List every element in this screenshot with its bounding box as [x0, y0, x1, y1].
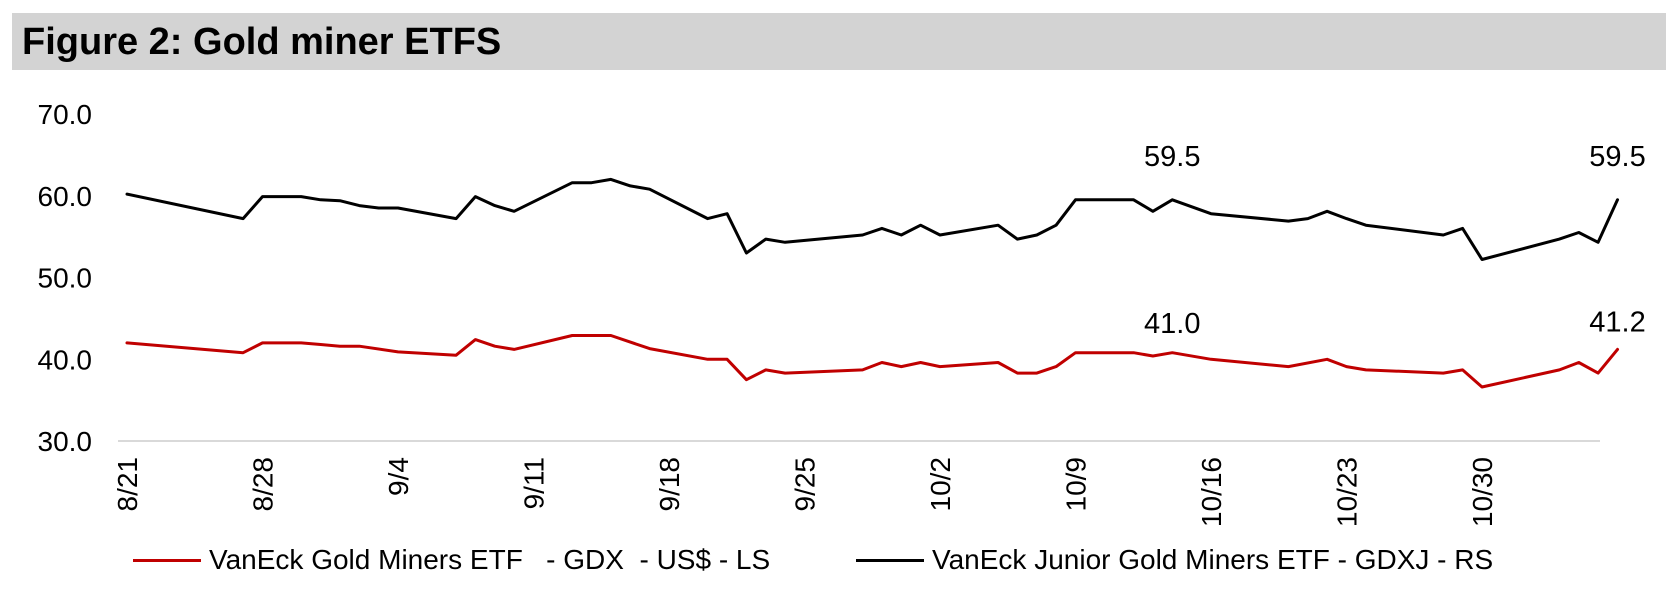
y-tick-label: 40.0 [38, 344, 93, 375]
x-tick-label: 10/2 [925, 457, 956, 512]
series-line-gdxj [125, 177, 1619, 261]
series-line-gdx [125, 334, 1619, 389]
x-tick-label: 10/9 [1061, 457, 1092, 512]
y-tick-label: 50.0 [38, 263, 93, 294]
x-tick-label: 10/23 [1332, 457, 1363, 527]
x-tick-label: 8/28 [248, 457, 279, 512]
x-tick-label: 9/4 [383, 457, 414, 496]
data-label: 41.0 [1144, 308, 1200, 340]
legend-label-gdx: VanEck Gold Miners ETF - GDX - US$ - LS [209, 544, 771, 575]
x-tick-label: 9/11 [519, 457, 550, 509]
y-tick-label: 60.0 [38, 181, 93, 212]
x-tick-label: 9/18 [654, 457, 685, 512]
legend-item-gdx: VanEck Gold Miners ETF - GDX - US$ - LS [133, 540, 770, 580]
legend-swatch-gdx [133, 558, 201, 562]
chart-title: Figure 2: Gold miner ETFS [22, 21, 502, 63]
data-label: 59.5 [1144, 141, 1200, 173]
x-tick-label: 9/25 [790, 457, 821, 512]
y-tick-label: 30.0 [38, 426, 93, 457]
x-tick-label: 10/30 [1467, 457, 1498, 527]
title-bar: Figure 2: Gold miner ETFS [12, 13, 1666, 70]
y-tick-label: 70.0 [38, 99, 93, 130]
x-tick-label: 10/16 [1196, 457, 1227, 527]
legend-item-gdxj: VanEck Junior Gold Miners ETF - GDXJ - R… [856, 540, 1493, 580]
legend-label-gdxj: VanEck Junior Gold Miners ETF - GDXJ - R… [932, 544, 1494, 575]
legend-swatch-gdxj [856, 558, 924, 562]
legend: VanEck Gold Miners ETF - GDX - US$ - LS … [0, 540, 1679, 580]
x-tick-label: 8/21 [112, 457, 143, 512]
data-label: 59.5 [1589, 141, 1645, 173]
data-label: 41.2 [1589, 306, 1645, 338]
